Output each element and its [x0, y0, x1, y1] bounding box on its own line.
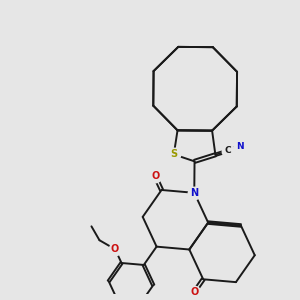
Text: N: N	[190, 188, 198, 198]
Text: N: N	[237, 142, 244, 152]
Text: O: O	[151, 171, 159, 181]
Text: C: C	[225, 146, 231, 155]
Text: O: O	[190, 287, 199, 297]
Text: S: S	[170, 149, 177, 159]
Text: O: O	[111, 244, 119, 254]
